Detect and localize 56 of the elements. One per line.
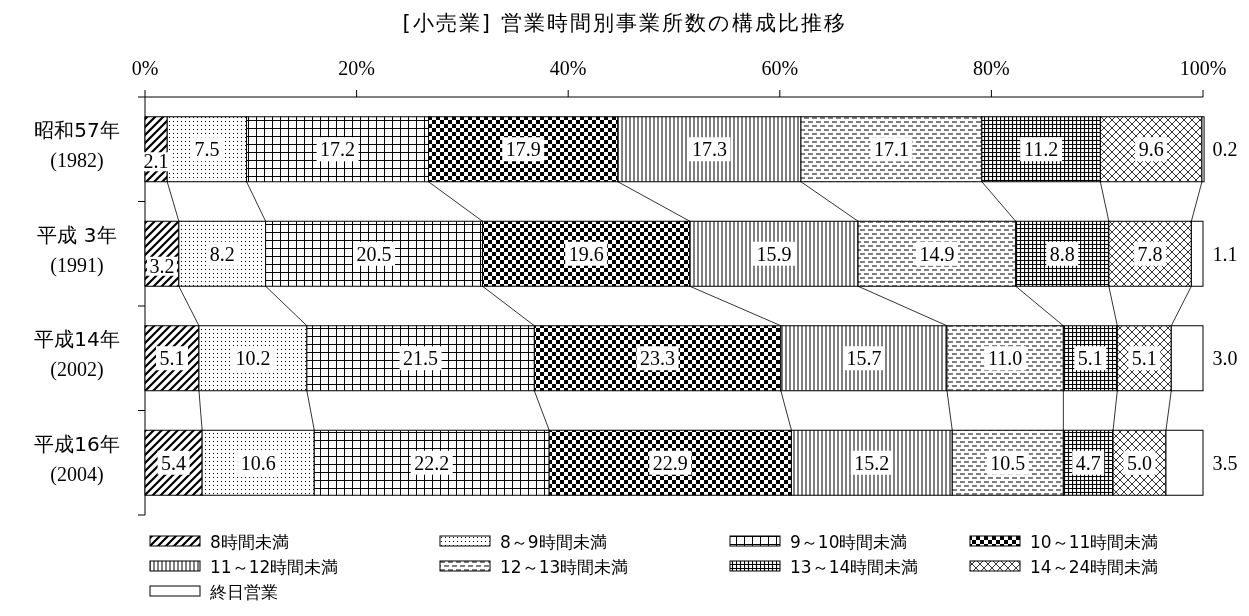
data-label: 17.3 xyxy=(691,138,727,161)
data-label: 10.6 xyxy=(240,451,276,474)
data-label: 8.8 xyxy=(1049,242,1075,265)
data-label: 21.5 xyxy=(403,347,439,370)
data-label: 2.1 xyxy=(143,150,169,173)
data-label: 3.5 xyxy=(1212,451,1238,474)
data-label: 14.9 xyxy=(919,242,955,265)
data-label: 9.6 xyxy=(1138,138,1164,161)
data-label: 17.9 xyxy=(505,138,541,161)
data-label: 3.0 xyxy=(1212,347,1238,370)
data-label: 5.0 xyxy=(1127,451,1153,474)
legend-label: 11～12時間未満 xyxy=(210,557,339,577)
legend-label: 12～13時間未満 xyxy=(500,557,629,577)
data-label: 11.2 xyxy=(1023,138,1059,161)
data-label: 22.9 xyxy=(652,451,688,474)
data-label: 4.7 xyxy=(1075,451,1101,474)
x-tick-label: 80% xyxy=(973,57,1010,79)
legend-label: 10～11時間未満 xyxy=(1030,532,1159,552)
data-label: 15.7 xyxy=(846,347,882,370)
y-tick-label: 平成 3年 (1991) xyxy=(37,222,117,277)
legend-label: 終日営業 xyxy=(209,582,278,602)
data-label: 5.1 xyxy=(1131,347,1157,370)
chart-title: [小売業] 営業時間別事業所数の構成比推移 xyxy=(402,11,847,35)
data-label: 15.9 xyxy=(756,242,792,265)
y-tick-label: 昭和57年 (1982) xyxy=(34,118,120,173)
data-label: 15.2 xyxy=(854,451,890,474)
data-label: 0.2 xyxy=(1212,138,1238,161)
data-label: 3.2 xyxy=(149,254,175,277)
data-label: 19.6 xyxy=(568,242,604,265)
legend-label: 8～9時間未満 xyxy=(500,532,607,552)
legend-label: 9～10時間未満 xyxy=(790,532,908,552)
data-label: 1.1 xyxy=(1212,242,1238,265)
data-label: 11.0 xyxy=(988,347,1023,370)
data-label: 17.1 xyxy=(873,138,909,161)
x-tick-label: 0% xyxy=(131,57,159,79)
data-label: 7.8 xyxy=(1137,242,1163,265)
data-label: 17.2 xyxy=(320,138,356,161)
data-label: 7.5 xyxy=(194,138,220,161)
data-label: 10.5 xyxy=(990,451,1026,474)
data-label: 5.1 xyxy=(159,347,185,370)
y-tick-label: 平成14年 (2002) xyxy=(34,327,120,382)
data-label: 22.2 xyxy=(414,451,450,474)
data-label: 20.5 xyxy=(356,242,392,265)
x-tick-label: 100% xyxy=(1179,57,1227,79)
data-label: 5.4 xyxy=(161,451,187,474)
legend-label: 13～14時間未満 xyxy=(790,557,919,577)
data-label: 10.2 xyxy=(235,347,271,370)
x-tick-label: 60% xyxy=(761,57,799,79)
data-label: 23.3 xyxy=(640,347,676,370)
y-tick-label: 平成16年 (2004) xyxy=(34,431,120,486)
data-label: 8.2 xyxy=(209,242,235,265)
legend-label: 8時間未満 xyxy=(210,532,289,552)
data-label: 5.1 xyxy=(1077,347,1103,370)
x-tick-label: 40% xyxy=(549,57,587,79)
x-tick-label: 20% xyxy=(338,57,375,79)
legend-label: 14～24時間未満 xyxy=(1030,557,1159,577)
